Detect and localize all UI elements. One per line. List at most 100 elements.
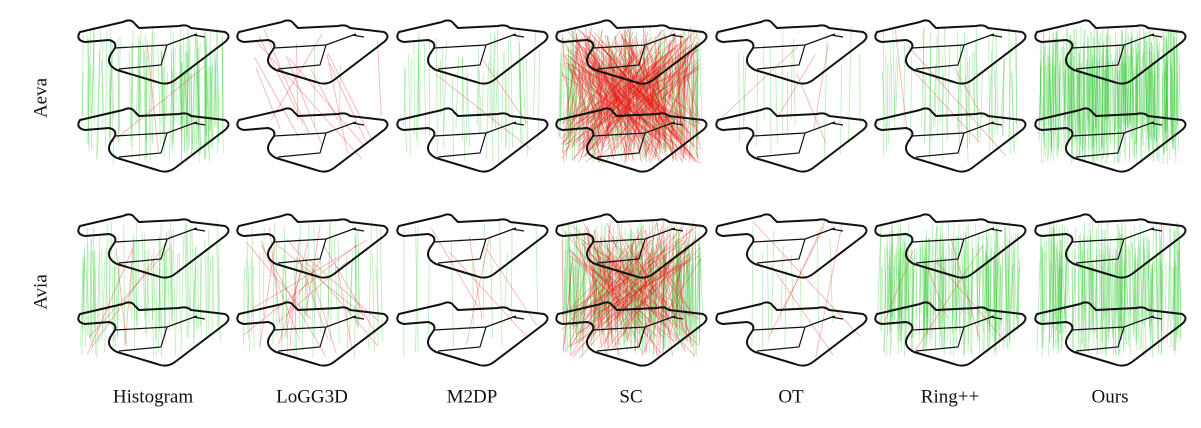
loop-link xyxy=(886,264,889,357)
loop-link xyxy=(970,247,974,325)
loop-link xyxy=(172,228,176,356)
loop-link xyxy=(499,220,503,347)
loop-link xyxy=(581,59,597,151)
loop-link xyxy=(566,35,590,127)
loop-link xyxy=(591,29,675,128)
loop-link xyxy=(738,51,740,143)
loop-link xyxy=(1152,34,1156,158)
loop-link xyxy=(588,45,691,133)
loop-link xyxy=(627,31,649,153)
loop-link xyxy=(260,244,326,357)
loop-link xyxy=(117,261,120,336)
loop-link xyxy=(1118,44,1121,129)
loop-link xyxy=(646,37,675,156)
loop-link xyxy=(639,226,643,334)
loop-link xyxy=(258,35,304,125)
loop-link xyxy=(572,30,603,147)
loop-link xyxy=(994,252,997,326)
loop-link xyxy=(561,240,564,323)
loop-link xyxy=(575,33,583,123)
loop-link xyxy=(1131,47,1134,156)
loop-link xyxy=(925,249,928,317)
panel xyxy=(555,19,708,173)
loop-link xyxy=(1052,46,1055,162)
loop-link xyxy=(629,243,686,352)
loop-link xyxy=(588,224,656,345)
loop-link xyxy=(98,253,101,344)
loop-link xyxy=(561,61,632,124)
loop-link xyxy=(923,253,928,325)
loop-link xyxy=(1123,55,1127,129)
loop-link xyxy=(1008,25,1011,155)
loop-link xyxy=(1047,74,1051,157)
loop-link xyxy=(903,60,980,143)
loop-link xyxy=(583,66,645,143)
loop-link xyxy=(1178,232,1182,339)
loop-link xyxy=(206,70,210,160)
loop-link xyxy=(910,257,913,352)
loop-link xyxy=(208,258,212,315)
loop-link xyxy=(619,233,687,332)
loop-link xyxy=(938,256,942,316)
panel xyxy=(555,213,708,367)
loop-link xyxy=(413,41,416,136)
loop-link xyxy=(628,41,658,122)
loop-link xyxy=(131,235,135,320)
trajectory xyxy=(555,301,708,367)
loop-link xyxy=(1176,27,1178,126)
loop-link xyxy=(472,261,474,331)
loop-link xyxy=(587,44,591,157)
loop-link xyxy=(587,235,607,354)
loop-link xyxy=(1047,70,1050,161)
loop-link xyxy=(1080,63,1083,141)
loop-link xyxy=(1151,225,1154,317)
loop-link xyxy=(375,264,380,319)
loop-link xyxy=(481,73,484,116)
loop-link xyxy=(1076,69,1079,160)
loop-link xyxy=(580,71,582,144)
loop-link xyxy=(443,40,447,133)
loop-link xyxy=(1083,29,1085,150)
loop-link xyxy=(1149,268,1153,330)
loop-link xyxy=(1125,222,1127,344)
loop-link xyxy=(87,247,134,355)
loop-link xyxy=(1149,258,1154,352)
loop-link xyxy=(1174,231,1177,351)
trajectory-inner xyxy=(1071,121,1163,158)
loop-link xyxy=(1149,252,1153,350)
loop-link xyxy=(1084,67,1088,159)
trajectory-inner xyxy=(433,227,525,264)
loop-link xyxy=(1106,27,1109,126)
loop-link xyxy=(1093,35,1097,146)
loop-link xyxy=(610,247,701,333)
loop-link xyxy=(1139,223,1143,315)
loop-link xyxy=(492,31,495,124)
loop-link xyxy=(1148,26,1152,116)
loop-link xyxy=(751,225,754,347)
loop-link xyxy=(628,67,669,141)
loop-link xyxy=(1131,35,1135,121)
loop-link xyxy=(630,72,632,157)
trajectory xyxy=(715,107,868,173)
loop-link xyxy=(1123,242,1126,309)
loop-link xyxy=(690,248,693,332)
loop-link xyxy=(597,220,612,327)
loop-link xyxy=(641,256,643,339)
trajectory-inner xyxy=(433,121,525,158)
loop-link xyxy=(883,246,887,310)
loop-link xyxy=(663,256,694,347)
loop-link xyxy=(1096,56,1100,157)
loop-link xyxy=(675,229,679,351)
loop-link xyxy=(600,51,635,117)
loop-link xyxy=(601,40,684,133)
loop-link xyxy=(813,44,829,130)
loop-link xyxy=(572,70,680,131)
loop-link xyxy=(678,254,681,335)
loop-link xyxy=(625,38,679,140)
loop-link xyxy=(943,258,946,311)
loop-link xyxy=(892,253,897,326)
loop-link xyxy=(642,28,678,161)
loop-link xyxy=(563,30,698,135)
loop-link xyxy=(742,55,745,122)
loop-link xyxy=(652,56,655,136)
